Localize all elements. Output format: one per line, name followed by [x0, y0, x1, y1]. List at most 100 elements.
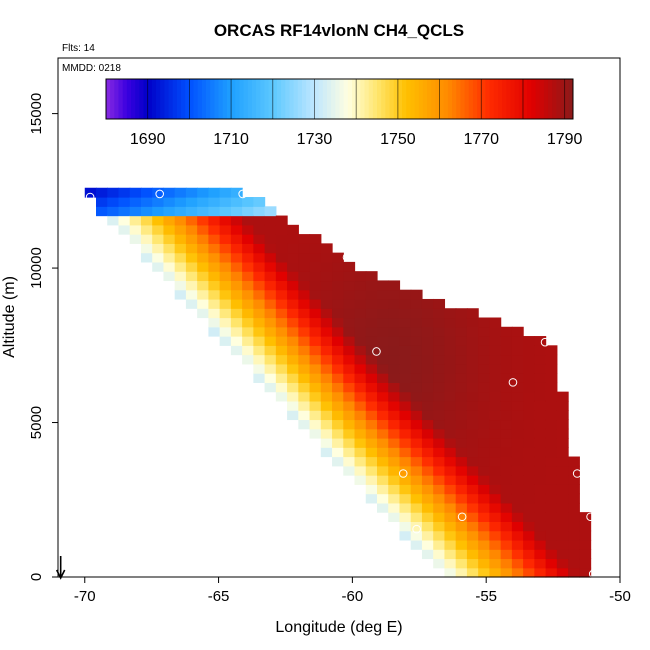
heat-cell: [500, 567, 513, 578]
heat-cell: [478, 539, 490, 550]
heat-cell: [332, 437, 344, 448]
heat-cell: [478, 354, 490, 365]
flights-note: Flts: 14: [62, 43, 95, 54]
heat-cell: [433, 437, 446, 448]
heat-cell: [287, 345, 299, 356]
colorbar-swatch: [360, 79, 366, 119]
heat-cell: [399, 400, 412, 411]
heat-cell: [197, 187, 209, 198]
heat-cell: [152, 224, 165, 235]
heat-cell: [298, 326, 311, 337]
heat-cell: [433, 308, 446, 319]
heat-cell: [489, 567, 502, 578]
heat-cell: [174, 271, 187, 282]
heat-cell: [140, 215, 153, 226]
heat-cell: [174, 243, 187, 254]
colorbar-swatch: [197, 79, 203, 119]
colorbar-swatch: [531, 79, 536, 119]
heat-cell: [455, 437, 468, 448]
heat-cell: [332, 400, 344, 411]
heat-cell: [433, 447, 446, 458]
heat-cell: [377, 317, 389, 328]
heat-cell: [309, 317, 322, 328]
heat-cell: [354, 465, 367, 476]
heat-cell: [287, 410, 299, 421]
heat-cell: [511, 428, 524, 439]
colorbar-swatch: [389, 79, 395, 119]
colorbar-swatch: [235, 79, 240, 119]
heat-cell: [500, 373, 513, 383]
heat-cell: [242, 326, 254, 337]
heat-cell: [478, 521, 490, 532]
x-tick-label: -70: [74, 588, 96, 605]
heat-cell: [556, 475, 569, 485]
heat-cell: [466, 447, 479, 458]
heat-cell: [523, 493, 535, 504]
heat-cell: [466, 326, 479, 337]
heat-cell: [388, 308, 401, 319]
heat-cell: [421, 437, 434, 448]
heat-cell: [579, 512, 592, 522]
heat-cell: [174, 224, 187, 235]
heat-cell: [455, 447, 468, 458]
heat-cell: [444, 419, 457, 430]
heat-cell: [455, 530, 468, 541]
heat-cell: [433, 456, 446, 467]
y-axis: 0 5000 10000 15000: [28, 93, 58, 581]
heat-cell: [500, 354, 513, 365]
heat-cell: [579, 567, 592, 578]
heat-cell: [545, 493, 558, 504]
heat-cell: [354, 298, 367, 309]
heat-cell: [421, 317, 434, 328]
heat-cell: [455, 391, 468, 402]
heat-cell: [332, 363, 344, 374]
heat-cell: [253, 234, 266, 244]
heat-cell: [309, 354, 322, 365]
heat-cell: [388, 373, 401, 383]
heat-cell: [388, 345, 401, 356]
colorbar-swatch: [510, 79, 516, 119]
heat-cell: [242, 252, 254, 263]
heat-cell: [185, 252, 198, 263]
heat-cell: [298, 261, 311, 272]
heat-cell: [332, 326, 344, 337]
heat-cell: [489, 456, 502, 467]
heat-cell: [444, 521, 457, 532]
heat-cell: [511, 567, 524, 578]
heat-cell: [320, 261, 333, 272]
heat-cell: [523, 502, 535, 513]
heat-cell: [556, 465, 569, 476]
heat-cell: [152, 261, 165, 272]
heat-cell: [185, 243, 198, 254]
observation-marker: [238, 189, 247, 199]
observation-marker: [540, 337, 550, 347]
heat-cell: [433, 493, 446, 504]
heat-cell: [410, 456, 423, 467]
heat-cell: [354, 345, 367, 356]
heat-cell: [242, 206, 254, 217]
heat-cell: [433, 354, 446, 365]
heat-cell: [410, 530, 423, 541]
heat-cell: [455, 456, 468, 467]
colorbar-swatch: [264, 79, 270, 119]
heat-cell: [152, 243, 165, 254]
heat-cell: [534, 363, 547, 374]
x-tick-label: -55: [475, 588, 497, 605]
heat-cell: [298, 308, 311, 319]
colorbar-swatch: [477, 79, 482, 119]
heat-cell: [365, 271, 378, 282]
heat-cell: [433, 373, 446, 383]
heat-cell: [118, 187, 131, 198]
heat-cell: [129, 234, 142, 244]
heatmap-cells: [84, 187, 592, 578]
heat-cell: [545, 539, 558, 550]
colorbar-swatch: [568, 79, 574, 119]
heat-cell: [354, 410, 367, 421]
heat-cell: [444, 558, 457, 569]
heat-cell: [275, 271, 288, 282]
observation-marker: [412, 524, 421, 534]
heat-cell: [174, 289, 187, 300]
heat-cell: [466, 512, 479, 522]
heat-cell: [264, 326, 277, 337]
heat-cell: [343, 280, 356, 291]
